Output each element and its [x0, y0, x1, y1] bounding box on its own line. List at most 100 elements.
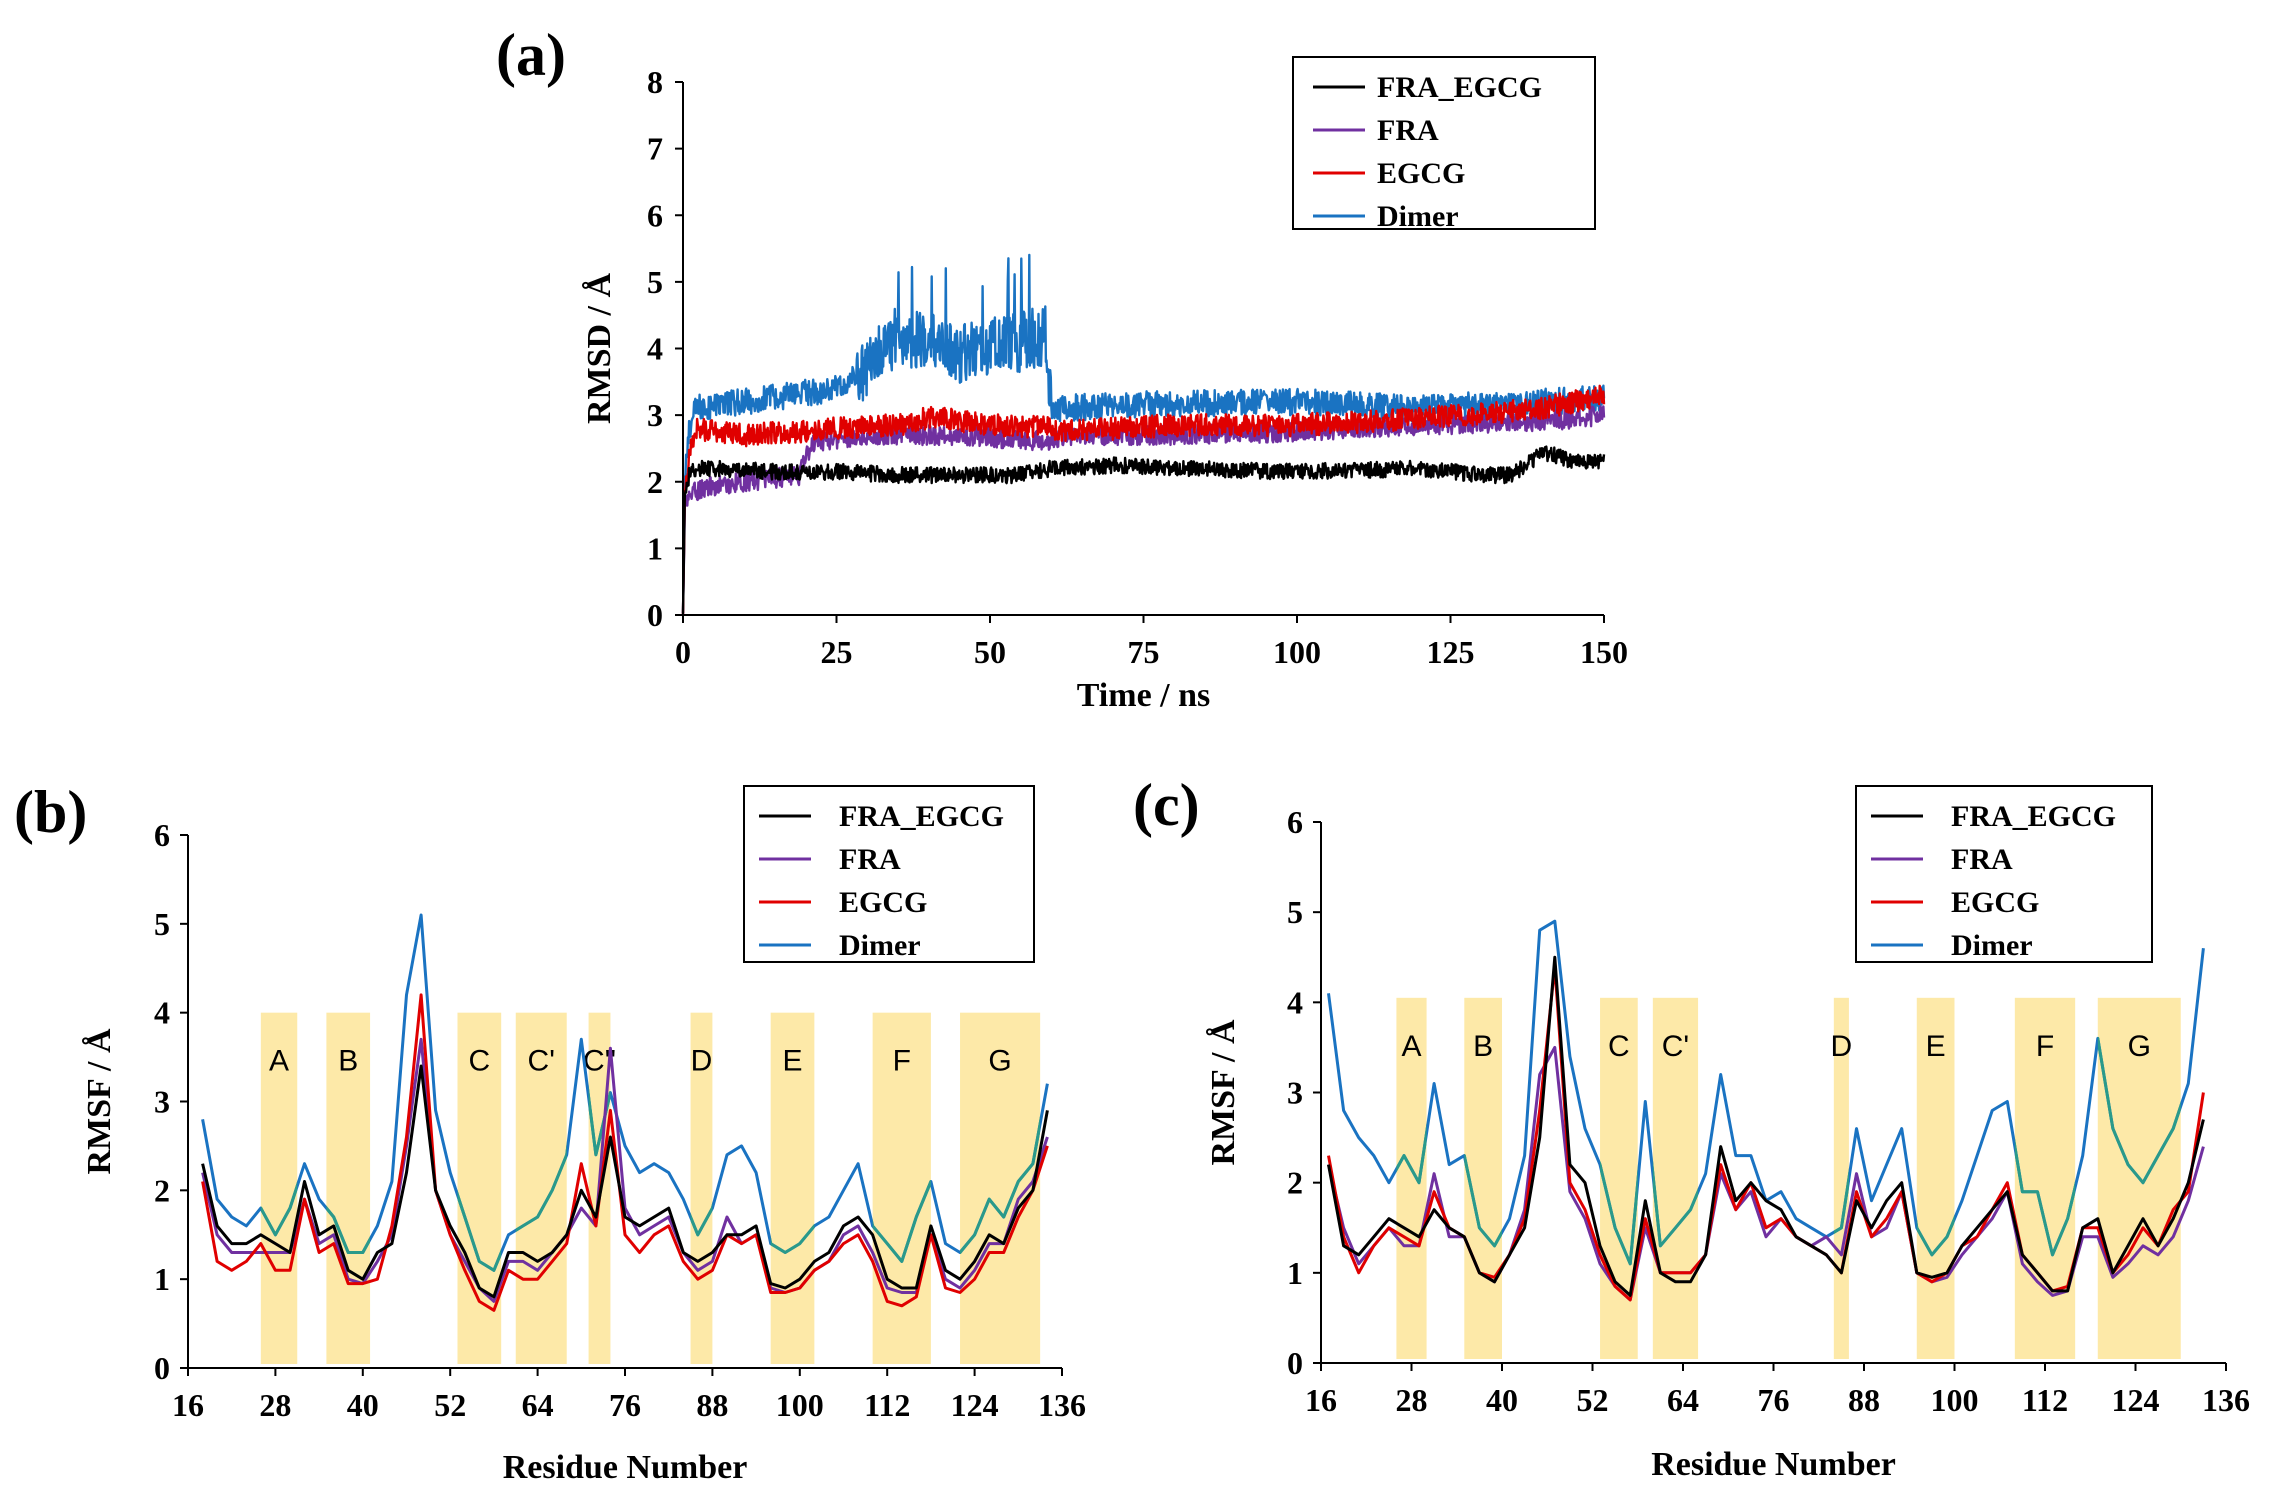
region-C: [457, 1012, 502, 1364]
y-tick-label: 8: [647, 64, 663, 100]
region-label-G: G: [2128, 1030, 2151, 1063]
region-Cp: [515, 1012, 567, 1364]
y-tick-label: 4: [1287, 984, 1303, 1020]
x-tick-label: 75: [1128, 634, 1160, 670]
x-tick-label: 28: [259, 1387, 291, 1423]
y-tick-label: 5: [154, 906, 170, 942]
region-label-G: G: [988, 1045, 1011, 1078]
region-E: [770, 1012, 815, 1364]
x-axis-label: Residue Number: [1651, 1446, 1896, 1483]
legend-label-fra: FRA: [1377, 114, 1439, 147]
x-tick-label: 100: [776, 1387, 824, 1423]
y-tick-label: 5: [1287, 894, 1303, 930]
x-tick-label: 136: [1038, 1387, 1086, 1423]
y-tick-label: 3: [647, 397, 663, 433]
region-label-E: E: [1926, 1030, 1946, 1063]
x-tick-label: 124: [951, 1387, 999, 1423]
x-tick-label: 40: [347, 1387, 379, 1423]
x-tick-label: 64: [1667, 1382, 1699, 1418]
region-label-C: C: [468, 1045, 490, 1078]
x-tick-label: 52: [434, 1387, 466, 1423]
x-tick-label: 64: [522, 1387, 554, 1423]
region-B: [326, 1012, 371, 1364]
y-tick-label: 4: [154, 995, 170, 1031]
region-label-F: F: [2036, 1030, 2054, 1063]
series-line-fra: [201, 1037, 1049, 1303]
y-tick-label: 2: [154, 1172, 170, 1208]
panel-a-rmsd: 0 1 2 3 4 5 6 7 8 0 25 50 75 100 125 150 Time / ns RMSD /…: [496, 22, 1628, 714]
y-tick-label: 3: [1287, 1075, 1303, 1111]
legend-label-egcg: EGCG: [839, 886, 927, 919]
region-label-A: A: [1401, 1030, 1421, 1063]
x-tick-label: 52: [1577, 1382, 1609, 1418]
y-tick-label: 1: [647, 530, 663, 566]
series-line-egcg: [681, 384, 1606, 615]
x-tick-label: 76: [1758, 1382, 1790, 1418]
x-tick-label: 88: [696, 1387, 728, 1423]
legend-label-egcg: EGCG: [1951, 886, 2039, 919]
x-tick-label: 100: [1931, 1382, 1979, 1418]
x-tick-label: 124: [2112, 1382, 2160, 1418]
y-tick-label: 2: [647, 464, 663, 500]
x-tick-label: 125: [1427, 634, 1475, 670]
x-tick-label: 76: [609, 1387, 641, 1423]
x-axis-label: Time / ns: [1077, 677, 1211, 714]
x-tick-label: 16: [1305, 1382, 1337, 1418]
x-axis-label: Residue Number: [503, 1449, 748, 1486]
panel-c-rmsf: A B C C' D E F G 0 1 2 3 4 5 6 16 28 40 52 64 76 88 100 112 124 1…: [1133, 772, 2250, 1483]
x-tick-label: 150: [1580, 634, 1628, 670]
region-E: [1916, 997, 1955, 1359]
y-tick-label: 2: [1287, 1165, 1303, 1201]
region-label-Cp: C': [528, 1045, 555, 1078]
legend-label-dimer: Dimer: [1377, 200, 1459, 233]
panel-label: (c): [1133, 772, 1200, 838]
x-tick-label: 50: [974, 634, 1006, 670]
region-F: [2014, 997, 2076, 1359]
y-tick-label: 4: [647, 331, 663, 367]
series-line-fra_egcg: [1327, 955, 2205, 1297]
region-label-E: E: [783, 1045, 803, 1078]
x-tick-label: 100: [1273, 634, 1321, 670]
region-label-A: A: [269, 1045, 289, 1078]
legend-label-fra_egcg: FRA_EGCG: [1951, 800, 2116, 833]
series-line-egcg: [201, 993, 1049, 1312]
y-tick-label: 0: [647, 597, 663, 633]
panel-label: (b): [14, 779, 87, 845]
series-line-dimer: [681, 253, 1606, 615]
region-label-D: D: [1831, 1030, 1853, 1063]
y-axis-label: RMSD / Å: [581, 273, 618, 425]
y-tick-label: 7: [647, 131, 663, 167]
region-label-B: B: [1473, 1030, 1493, 1063]
x-tick-label: 40: [1486, 1382, 1518, 1418]
x-tick-label: 136: [2202, 1382, 2250, 1418]
region-A: [260, 1012, 298, 1364]
x-tick-label: 16: [172, 1387, 204, 1423]
y-tick-label: 0: [154, 1350, 170, 1386]
x-tick-label: 0: [675, 634, 691, 670]
y-tick-label: 6: [1287, 804, 1303, 840]
y-tick-label: 1: [154, 1261, 170, 1297]
y-tick-label: 1: [1287, 1255, 1303, 1291]
legend-label-fra: FRA: [1951, 843, 2013, 876]
y-axis-label: RMSF / Å: [1205, 1019, 1242, 1166]
x-tick-label: 112: [2022, 1382, 2068, 1418]
region-label-B: B: [338, 1045, 358, 1078]
y-tick-label: 6: [154, 817, 170, 853]
x-tick-label: 88: [1848, 1382, 1880, 1418]
region-label-F: F: [893, 1045, 911, 1078]
x-tick-label: 28: [1396, 1382, 1428, 1418]
x-tick-label: 112: [864, 1387, 910, 1423]
legend-label-dimer: Dimer: [839, 929, 921, 962]
y-tick-label: 6: [647, 197, 663, 233]
legend-label-dimer: Dimer: [1951, 929, 2033, 962]
y-tick-label: 3: [154, 1084, 170, 1120]
region-label-C: C: [1608, 1030, 1630, 1063]
legend-label-fra: FRA: [839, 843, 901, 876]
region-label-Cp: C': [1662, 1030, 1689, 1063]
region-A: [1396, 997, 1427, 1359]
x-tick-label: 25: [821, 634, 853, 670]
legend-label-egcg: EGCG: [1377, 157, 1465, 190]
y-tick-label: 5: [647, 264, 663, 300]
